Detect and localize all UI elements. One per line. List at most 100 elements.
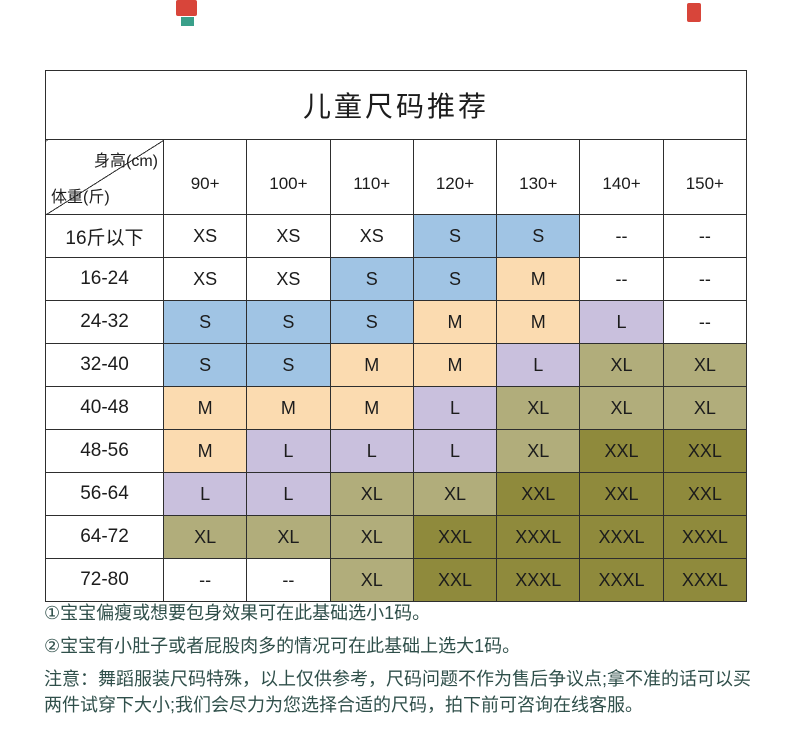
size-cell: -- bbox=[246, 558, 331, 602]
table-row: 72-80 -- -- XL XXL XXXL XXXL XXXL bbox=[45, 558, 748, 602]
size-cell: XL bbox=[662, 386, 748, 430]
size-cell: XXL bbox=[662, 429, 748, 473]
column-header: 120+ bbox=[412, 139, 498, 215]
weight-range-label: 40-48 bbox=[45, 386, 164, 430]
size-cell: M bbox=[162, 386, 248, 430]
size-cell: S bbox=[412, 214, 498, 258]
size-cell: XXXL bbox=[496, 558, 581, 602]
size-cell: XL bbox=[496, 386, 581, 430]
size-cell: XXXL bbox=[662, 558, 748, 602]
height-axis-label: 身高(cm) bbox=[94, 153, 158, 170]
weight-range-label: 16-24 bbox=[45, 257, 164, 301]
notes: ①宝宝偏瘦或想要包身效果可在此基础选小1码。 ②宝宝有小肚子或者屁股肉多的情况可… bbox=[44, 600, 756, 725]
size-cell: S bbox=[329, 257, 414, 301]
size-cell: S bbox=[412, 257, 498, 301]
size-cell: S bbox=[162, 343, 248, 387]
size-cell: XXXL bbox=[496, 515, 581, 559]
table-row: 16-24 XS XS S S M -- -- bbox=[45, 257, 748, 301]
size-cell: XS bbox=[246, 257, 331, 301]
weight-range-label: 48-56 bbox=[45, 429, 164, 473]
size-cell: -- bbox=[662, 300, 748, 344]
size-cell: -- bbox=[662, 257, 748, 301]
weight-range-label: 56-64 bbox=[45, 472, 164, 516]
size-cell: XL bbox=[579, 343, 664, 387]
weight-range-label: 72-80 bbox=[45, 558, 164, 602]
table-row: 56-64 L L XL XL XXL XXL XXL bbox=[45, 472, 748, 516]
note-size-up: ②宝宝有小肚子或者屁股肉多的情况可在此基础上选大1码。 bbox=[44, 636, 521, 657]
weight-range-label: 32-40 bbox=[45, 343, 164, 387]
watermark-red-left-icon bbox=[176, 0, 197, 16]
corner-cell: 身高(cm) 体重(斤) bbox=[45, 139, 164, 215]
size-cell: XS bbox=[329, 214, 414, 258]
size-cell: XL bbox=[246, 515, 331, 559]
table-row: 64-72 XL XL XL XXL XXXL XXXL XXXL bbox=[45, 515, 748, 559]
table-row: 24-32 S S S M M L -- bbox=[45, 300, 748, 344]
size-cell: XXL bbox=[579, 472, 664, 516]
size-cell: XXL bbox=[412, 558, 498, 602]
size-cell: L bbox=[246, 429, 331, 473]
size-cell: S bbox=[496, 214, 581, 258]
table-row: 32-40 S S M M L XL XL bbox=[45, 343, 748, 387]
weight-range-label: 16斤以下 bbox=[45, 214, 164, 258]
size-cell: M bbox=[496, 300, 581, 344]
size-cell: L bbox=[412, 429, 498, 473]
size-cell: XL bbox=[329, 558, 414, 602]
table-row: 40-48 M M M L XL XL XL bbox=[45, 386, 748, 430]
weight-range-label: 64-72 bbox=[45, 515, 164, 559]
column-header: 150+ bbox=[662, 139, 748, 215]
weight-range-label: 24-32 bbox=[45, 300, 164, 344]
size-cell: -- bbox=[579, 214, 664, 258]
column-header: 100+ bbox=[246, 139, 331, 215]
size-cell: L bbox=[329, 429, 414, 473]
size-table-body: 16斤以下 XS XS XS S S -- -- 16-24 XS XS S S M -- -- 24-32 S S… bbox=[45, 214, 748, 602]
size-cell: L bbox=[412, 386, 498, 430]
table-row: 16斤以下 XS XS XS S S -- -- bbox=[45, 214, 748, 258]
column-header: 140+ bbox=[579, 139, 664, 215]
size-cell: XS bbox=[162, 257, 248, 301]
column-header: 90+ bbox=[162, 139, 248, 215]
size-cell: XL bbox=[496, 429, 581, 473]
size-cell: XXL bbox=[579, 429, 664, 473]
size-cell: XL bbox=[329, 515, 414, 559]
size-cell: L bbox=[162, 472, 248, 516]
size-cell: M bbox=[412, 343, 498, 387]
watermark-red-right-icon bbox=[687, 3, 701, 22]
size-cell: XXXL bbox=[579, 558, 664, 602]
size-cell: -- bbox=[662, 214, 748, 258]
size-chart-table: 儿童尺码推荐 身高(cm) 体重(斤) 90+ 100+ 110+ 120+ 130+ 1… bbox=[45, 70, 748, 602]
size-cell: XS bbox=[246, 214, 331, 258]
column-header: 130+ bbox=[496, 139, 581, 215]
size-cell: L bbox=[579, 300, 664, 344]
size-cell: XL bbox=[329, 472, 414, 516]
size-cell: M bbox=[329, 386, 414, 430]
size-cell: -- bbox=[579, 257, 664, 301]
watermark-teal-left-icon bbox=[181, 17, 194, 26]
size-cell: S bbox=[329, 300, 414, 344]
size-cell: M bbox=[162, 429, 248, 473]
size-cell: XL bbox=[579, 386, 664, 430]
size-cell: S bbox=[162, 300, 248, 344]
size-cell: XL bbox=[162, 515, 248, 559]
size-cell: M bbox=[329, 343, 414, 387]
size-cell: S bbox=[246, 300, 331, 344]
note-caution: 注意：舞蹈服装尺码特殊，以上仅供参考，尺码问题不作为售后争议点;拿不准的话可以买… bbox=[44, 669, 751, 716]
size-cell: XL bbox=[662, 343, 748, 387]
size-cell: M bbox=[246, 386, 331, 430]
size-cell: XS bbox=[162, 214, 248, 258]
page-title: 儿童尺码推荐 bbox=[45, 70, 747, 140]
size-cell: S bbox=[246, 343, 331, 387]
size-cell: XXXL bbox=[579, 515, 664, 559]
size-cell: M bbox=[412, 300, 498, 344]
table-row: 48-56 M L L L XL XXL XXL bbox=[45, 429, 748, 473]
size-cell: M bbox=[496, 257, 581, 301]
header-row: 身高(cm) 体重(斤) 90+ 100+ 110+ 120+ 130+ 140+ 150+ bbox=[45, 139, 748, 215]
size-cell: -- bbox=[162, 558, 248, 602]
size-cell: XXXL bbox=[662, 515, 748, 559]
size-cell: XXL bbox=[412, 515, 498, 559]
note-slim-fit: ①宝宝偏瘦或想要包身效果可在此基础选小1码。 bbox=[44, 603, 431, 623]
size-cell: XXL bbox=[496, 472, 581, 516]
column-header: 110+ bbox=[329, 139, 414, 215]
size-cell: L bbox=[246, 472, 331, 516]
size-cell: XL bbox=[412, 472, 498, 516]
title-row: 儿童尺码推荐 bbox=[45, 70, 747, 140]
